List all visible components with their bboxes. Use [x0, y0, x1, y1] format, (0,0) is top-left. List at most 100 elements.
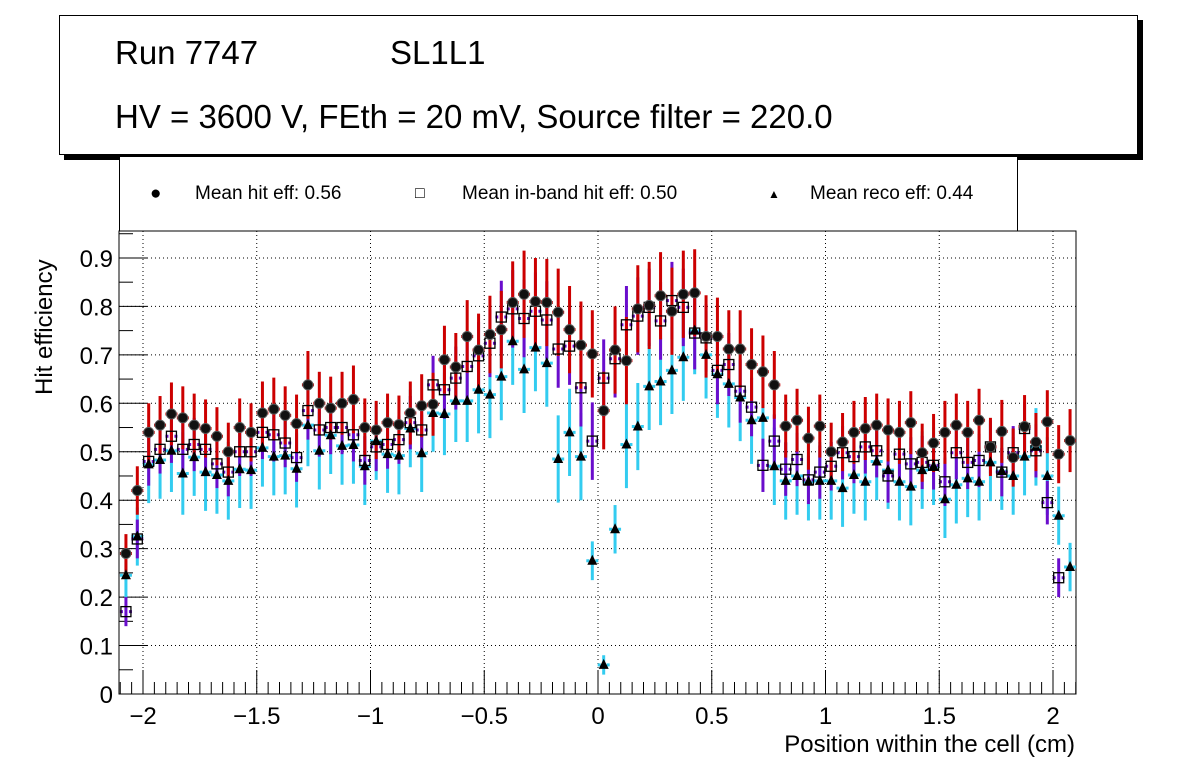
reco-eff-point	[337, 439, 348, 450]
reco-eff-point	[814, 474, 825, 485]
reco-eff-point	[371, 435, 382, 446]
reco-eff-point	[564, 426, 575, 437]
inband-eff-point	[757, 459, 769, 471]
inband-eff-point	[871, 445, 883, 457]
inband-eff-point	[666, 294, 678, 307]
hit-eff-point	[882, 424, 894, 436]
reco-eff-point	[223, 474, 234, 485]
reco-eff-point	[939, 493, 950, 504]
reco-eff-point	[189, 451, 200, 462]
hit-eff-point	[473, 344, 485, 356]
hit-eff-point	[984, 441, 996, 453]
hit-eff-point	[427, 398, 439, 410]
hit-eff-point	[154, 419, 166, 431]
inband-eff-point	[552, 343, 564, 355]
hit-eff-point	[666, 305, 678, 317]
inband-eff-point	[905, 458, 917, 470]
hit-eff-point	[234, 422, 246, 434]
inband-eff-point	[143, 455, 155, 468]
hit-eff-point	[700, 330, 712, 342]
reco-eff-point	[848, 469, 859, 480]
hit-eff-point	[495, 324, 507, 336]
hit-eff-point	[1053, 448, 1065, 460]
inband-eff-point	[461, 360, 473, 373]
reco-eff-point	[575, 450, 586, 461]
hit-eff-point	[131, 485, 143, 497]
y-tick-label: 0.9	[80, 246, 113, 273]
inband-eff-point	[859, 441, 871, 453]
reco-eff-point	[530, 341, 541, 352]
legend-marker-circle-icon: ●	[150, 183, 162, 204]
hit-eff-point	[689, 287, 701, 299]
legend-label-inband-eff: Mean in-band hit eff: 0.50	[462, 183, 678, 204]
inband-eff-point	[689, 327, 701, 339]
hit-eff-point	[347, 393, 359, 405]
inband-eff-point	[211, 458, 223, 470]
hit-eff-point	[291, 418, 303, 430]
run-label: Run 7747	[115, 34, 259, 71]
inband-eff-point	[620, 319, 633, 331]
reco-eff-point	[951, 478, 962, 489]
reco-eff-point	[985, 456, 996, 467]
hit-eff-point	[950, 419, 962, 431]
reco-eff-point	[268, 450, 279, 461]
x-tick-label: −1.5	[233, 703, 280, 730]
inband-eff-point	[654, 315, 667, 327]
title-pave: Run 7747 SL1L1 HV = 3600 V, FEth = 20 mV…	[59, 15, 1138, 155]
reco-eff-point	[120, 569, 131, 580]
inband-eff-point	[495, 311, 507, 323]
x-axis-label: Position within the cell (cm)	[784, 731, 1075, 758]
reco-eff-point	[1019, 450, 1030, 461]
inband-eff-point	[359, 454, 371, 467]
reco-eff-point	[302, 419, 313, 430]
hit-eff-point	[404, 407, 416, 419]
data-points	[119, 249, 1077, 675]
reco-eff-point	[1008, 469, 1019, 480]
hit-eff-point	[723, 343, 735, 355]
inband-eff-point	[575, 382, 587, 394]
reco-eff-point	[621, 438, 632, 449]
reco-eff-point	[905, 480, 916, 491]
x-tick-label: −2	[129, 703, 156, 730]
hit-eff-point	[256, 407, 268, 419]
axis-tick-labels: −2 −1.5 −1 −0.5 0 0.5 1 1.5 2 0 0.1 0.2 0.3 0.4 0.5 0.6…	[80, 246, 1060, 730]
hit-eff-point	[268, 403, 280, 415]
y-tick-label: 0	[100, 682, 113, 709]
hit-eff-point	[916, 447, 928, 459]
reco-eff-point	[871, 455, 882, 466]
reco-eff-point	[689, 324, 700, 335]
reco-eff-point	[917, 464, 928, 475]
reco-eff-point	[132, 530, 143, 541]
reco-eff-point	[155, 453, 166, 464]
reco-eff-point	[473, 383, 484, 394]
reco-eff-point	[746, 414, 757, 425]
hit-eff-point	[643, 299, 655, 311]
hit-eff-point	[438, 354, 450, 366]
reco-eff-point	[484, 388, 495, 399]
inband-eff-point	[188, 438, 200, 451]
y-tick-label: 0.3	[80, 537, 113, 564]
hit-eff-point	[529, 296, 541, 308]
hit-eff-point	[165, 408, 177, 420]
y-axis-label: Hit efficiency	[31, 259, 58, 395]
reco-eff-point	[1042, 469, 1053, 480]
hit-eff-point	[802, 432, 814, 444]
inband-eff-point	[780, 463, 792, 475]
inband-eff-point	[950, 447, 962, 459]
reco-eff-point	[257, 441, 268, 452]
inband-eff-point	[222, 466, 234, 478]
hit-eff-point	[1007, 452, 1019, 464]
reco-eff-point	[211, 469, 222, 480]
hit-eff-point	[620, 355, 632, 367]
reco-eff-point	[280, 449, 291, 460]
reco-eff-point	[666, 364, 677, 375]
y-tick-label: 0.5	[80, 440, 113, 467]
reco-eff-point	[837, 482, 848, 493]
hit-eff-point	[188, 419, 200, 431]
x-tick-label: 2	[1046, 703, 1059, 730]
hit-eff-point	[711, 330, 723, 342]
inband-eff-point	[836, 447, 849, 459]
hit-eff-point	[871, 419, 883, 431]
inband-eff-point	[973, 454, 985, 467]
reco-eff-point	[655, 375, 666, 386]
